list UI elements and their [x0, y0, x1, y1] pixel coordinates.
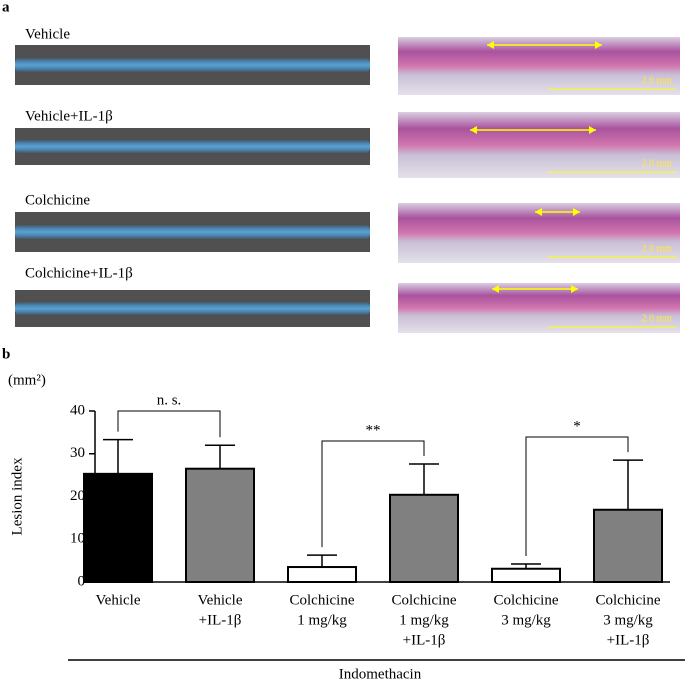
x-tick-label: Colchicine: [596, 592, 661, 608]
row-label: Colchicine: [25, 192, 90, 208]
x-tick-label: 1 mg/kg: [297, 612, 347, 628]
bar: [185, 467, 255, 583]
x-tick-label: Vehicle: [198, 592, 243, 608]
significance-label: **: [366, 422, 381, 438]
arrow-head: [589, 126, 596, 134]
y-tick-label: 10: [70, 531, 85, 547]
arrow-head: [595, 41, 602, 49]
y-tick-label: 20: [70, 488, 85, 504]
histology: [398, 112, 680, 178]
row-label: Vehicle: [25, 26, 70, 42]
scale-label: 2.0 mm: [641, 313, 672, 324]
arrow-head: [573, 208, 580, 216]
bar: [491, 567, 561, 583]
x-tick-label: +IL-1β: [403, 632, 446, 648]
gut-tissue: [15, 139, 370, 154]
row-label: Colchicine+IL-1β: [25, 265, 133, 281]
histology: [398, 283, 680, 333]
significance-label: n. s.: [157, 392, 182, 408]
panel-a: Vehicle 2.0 mm Vehicle+IL-1β 2.0 mm Colchici…: [15, 26, 680, 333]
x-tick-label: +IL-1β: [607, 632, 650, 648]
histology: [398, 37, 680, 95]
x-tick-label: Vehicle: [96, 592, 141, 608]
bar: [287, 566, 357, 583]
gut-tissue: [15, 301, 370, 316]
significance-bracket: [321, 440, 425, 548]
x-tick-label: 3 mg/kg: [603, 612, 653, 628]
scale-label: 2.0 mm: [641, 158, 672, 169]
x-tick-label: Colchicine: [392, 592, 457, 608]
row-label: Vehicle+IL-1β: [25, 108, 113, 124]
arrow-head: [571, 285, 578, 293]
scale-label: 2.0 mm: [641, 243, 672, 254]
significance-bracket: [117, 410, 221, 438]
significance-bracket: [525, 436, 629, 557]
x-group-label: Indomethacin: [339, 666, 422, 682]
x-tick-label: Colchicine: [290, 592, 355, 608]
panel-label: a: [2, 0, 10, 15]
y-tick-label: 30: [70, 445, 85, 461]
x-tick-label: +IL-1β: [199, 612, 242, 628]
significance-label: *: [573, 418, 581, 434]
gut-tissue: [15, 224, 370, 240]
x-tick-label: 3 mg/kg: [501, 612, 551, 628]
scale-label: 2.0 mm: [641, 75, 672, 86]
bar: [593, 508, 663, 583]
y-axis-label: Lesion index: [9, 457, 25, 535]
gut-tissue: [15, 57, 370, 73]
y-unit: (mm²): [8, 372, 46, 388]
y-tick-label: 0: [78, 573, 86, 589]
bar: [83, 472, 153, 583]
arrow-head: [487, 41, 494, 49]
bar: [389, 493, 459, 584]
panel-label: b: [2, 346, 10, 362]
x-tick-label: Colchicine: [494, 592, 559, 608]
y-tick-label: 40: [70, 402, 85, 418]
arrow-head: [470, 126, 477, 134]
arrow-head: [492, 285, 499, 293]
x-tick-label: 1 mg/kg: [399, 612, 449, 628]
chart: b (mm²) Lesion index 0 10 20 30 40 Vehicle Vehicl…: [2, 346, 685, 682]
arrow-head: [535, 208, 542, 216]
